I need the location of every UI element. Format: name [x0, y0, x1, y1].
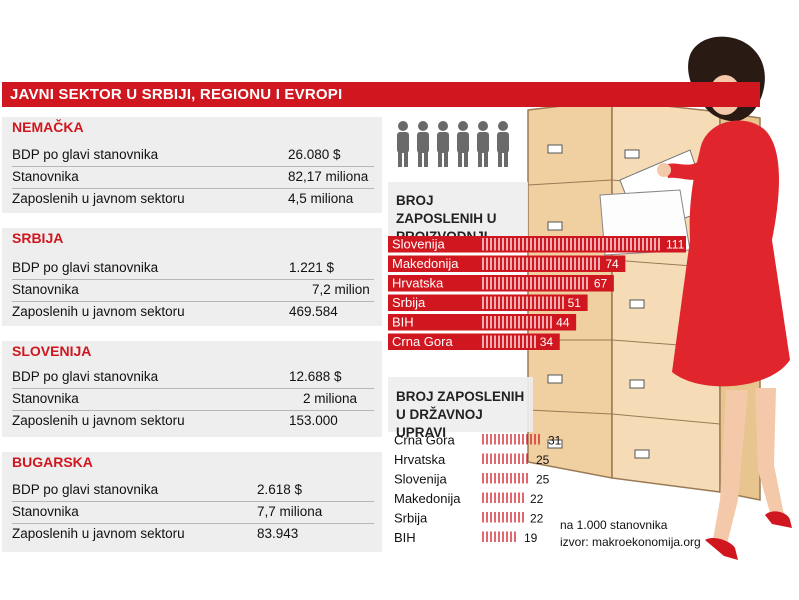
bar-row: Srbija 22 — [394, 511, 544, 526]
country-title: NEMAČKA — [12, 119, 84, 135]
stat-value: 1.221 $ — [289, 260, 335, 275]
panel-slovenija: SLOVENIJA BDP po glavi stanovnika 12.688… — [2, 341, 382, 437]
category-label: Srbija — [394, 511, 428, 526]
stat-label: BDP po glavi stanovnika — [12, 482, 159, 497]
stat-value: 4,5 miliona — [288, 191, 354, 206]
stat-label: Stanovnika — [12, 391, 79, 406]
data-label: 22 — [530, 512, 544, 526]
category-label: BIH — [394, 530, 416, 545]
data-label: 34 — [540, 335, 554, 349]
bar-row: Srbija 51 — [388, 294, 588, 311]
data-label: 44 — [556, 316, 570, 330]
panel-srbija: SRBIJA BDP po glavi stanovnika 1.221 $ S… — [2, 228, 382, 326]
bar-row: Makedonija 22 — [394, 491, 544, 506]
country-title: SRBIJA — [12, 230, 64, 246]
data-label: 67 — [594, 277, 608, 291]
data-label: 22 — [530, 492, 544, 506]
bar — [482, 335, 536, 348]
bar-row: Makedonija 74 — [388, 255, 626, 272]
data-label: 111 — [666, 238, 685, 252]
page-title: JAVNI SEKTOR U SRBIJI, REGIONU I EVROPI — [2, 82, 760, 107]
category-label: Slovenija — [392, 237, 446, 252]
panel-nemacka: NEMAČKA BDP po glavi stanovnika 26.080 $… — [2, 117, 382, 213]
data-label: 19 — [524, 531, 538, 545]
source-note: izvor: makroekonomija.org — [560, 535, 701, 549]
stat-value: 469.584 — [289, 304, 338, 319]
bar — [482, 238, 660, 251]
category-label: Makedonija — [394, 491, 461, 506]
category-label: Crna Gora — [394, 433, 455, 448]
bar — [482, 531, 516, 542]
data-label: 51 — [568, 296, 582, 310]
bar — [482, 316, 552, 329]
bar — [482, 492, 524, 503]
bar — [482, 296, 564, 309]
bar — [482, 257, 600, 270]
bar — [482, 434, 540, 445]
stat-label: BDP po glavi stanovnika — [12, 369, 159, 384]
stat-value: 7,7 miliona — [257, 504, 323, 519]
stat-label: Stanovnika — [12, 504, 79, 519]
bar-row: Crna Gora 34 — [388, 333, 560, 350]
stat-value: 12.688 $ — [289, 369, 342, 384]
stat-value: 82,17 miliona — [288, 169, 369, 184]
category-label: Srbija — [392, 295, 426, 310]
stat-value: 83.943 — [257, 526, 299, 541]
category-label: Makedonija — [392, 256, 459, 271]
stat-label: Stanovnika — [12, 169, 79, 184]
bar-row-background — [388, 314, 577, 331]
bar-row-background — [388, 294, 588, 311]
stat-value: 153.000 — [289, 413, 338, 428]
panel-bugarska: BUGARSKA BDP po glavi stanovnika 2.618 $… — [2, 452, 382, 552]
bar — [482, 453, 528, 464]
stat-label: Zaposlenih u javnom sektoru — [12, 413, 185, 428]
bar — [482, 512, 524, 523]
bar-row: Hrvatska 67 — [388, 275, 614, 292]
bar-row: BIH 19 — [394, 530, 538, 545]
chart-drzavna-uprava: Crna Gora 31 Hrvatska 25 Slovenija 25 Makedoni… — [394, 433, 562, 546]
stat-label: Stanovnika — [12, 282, 79, 297]
bar-row: Slovenija 25 — [394, 472, 550, 487]
data-label: 25 — [536, 453, 550, 467]
bar-row-background — [388, 333, 560, 350]
chart-title-drzavna-uprava: BROJ ZAPOSLENIH U DRŽAVNOJ UPRAVI — [396, 389, 525, 440]
category-label: Slovenija — [394, 472, 448, 487]
country-title: BUGARSKA — [12, 454, 93, 470]
stat-value: 7,2 milion — [312, 282, 370, 297]
stat-value: 2 miliona — [303, 391, 358, 406]
bar-row: Hrvatska 25 — [394, 452, 550, 467]
bar — [482, 277, 588, 290]
category-label: Crna Gora — [392, 334, 453, 349]
bar-row: Slovenija 111 — [388, 236, 686, 253]
bar-row: Crna Gora 31 — [394, 433, 562, 448]
stat-value: 2.618 $ — [257, 482, 303, 497]
bar-row-background — [388, 275, 614, 292]
category-label: BIH — [392, 315, 414, 330]
unit-note: na 1.000 stanovnika — [560, 518, 668, 532]
data-label: 31 — [548, 434, 562, 448]
category-label: Hrvatska — [392, 276, 444, 291]
stat-label: Zaposlenih u javnom sektoru — [12, 526, 185, 541]
stat-label: BDP po glavi stanovnika — [12, 147, 159, 162]
category-label: Hrvatska — [394, 452, 446, 467]
people-icon — [397, 121, 509, 167]
stat-label: Zaposlenih u javnom sektoru — [12, 191, 185, 206]
country-title: SLOVENIJA — [12, 343, 92, 359]
bar-row: BIH 44 — [388, 314, 577, 331]
data-label: 25 — [536, 473, 550, 487]
stat-value: 26.080 $ — [288, 147, 341, 162]
stat-label: Zaposlenih u javnom sektoru — [12, 304, 185, 319]
bar — [482, 473, 528, 484]
stat-label: BDP po glavi stanovnika — [12, 260, 159, 275]
chart-proizvodnja: Slovenija 111 Makedonija 74 Hrvatska 67 Srbija… — [388, 236, 686, 350]
data-label: 74 — [605, 257, 619, 271]
